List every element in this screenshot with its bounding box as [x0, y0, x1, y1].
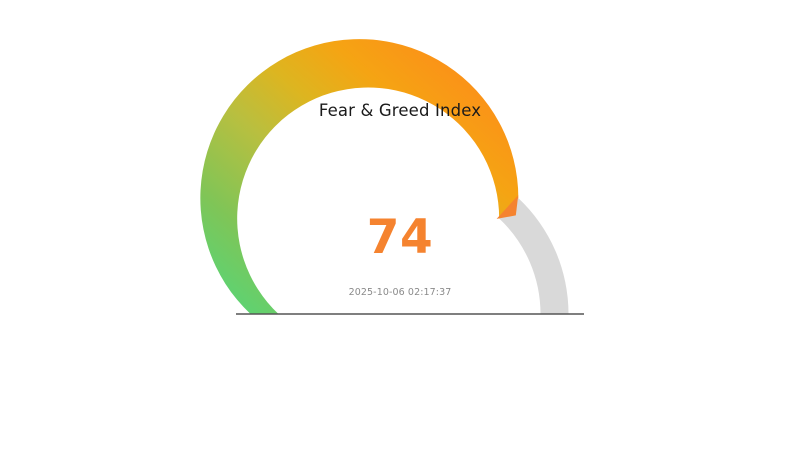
page-title: Fear & Greed Index	[318, 101, 482, 120]
gauge-timestamp-label: 2025-10-06 02:17:37	[348, 287, 452, 298]
gauge-value-arc	[200, 39, 519, 315]
gauge-pointer-icon	[496, 195, 519, 219]
gauge-value-label: 74	[366, 210, 434, 265]
gauge-track-group	[200, 39, 569, 315]
gauge-track-remaining	[499, 198, 569, 314]
